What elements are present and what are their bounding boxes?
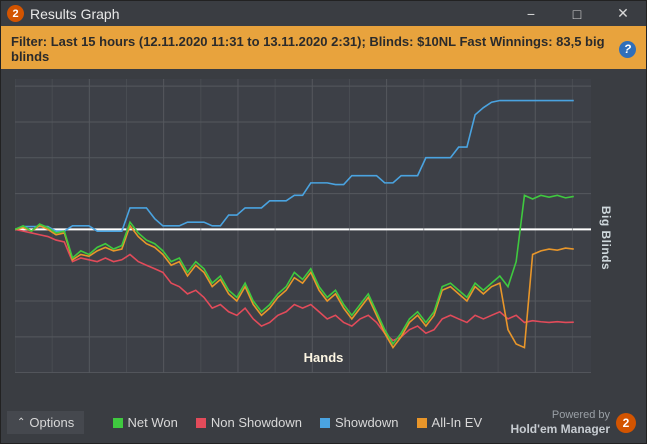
title-bar-left: 2 Results Graph — [7, 5, 119, 22]
powered-by: Powered by Hold'em Manager 2 — [510, 409, 636, 437]
window-title: Results Graph — [30, 6, 119, 22]
legend-swatch-icon — [113, 418, 123, 428]
x-axis-title: Hands — [304, 350, 344, 365]
legend-swatch-icon — [320, 418, 330, 428]
hm-badge-icon: 2 — [616, 413, 636, 433]
plot-area: 2004006008001 0001.2 2001.4 400-400-300-… — [15, 79, 591, 373]
options-button[interactable]: ⌃ Options — [7, 411, 84, 434]
line-net-won — [15, 195, 574, 344]
maximize-button[interactable]: □ — [554, 1, 600, 26]
legend-label: Net Won — [128, 415, 178, 430]
filter-bar: Filter: Last 15 hours (12.11.2020 11:31 … — [1, 29, 646, 69]
line-all-in-ev — [15, 226, 574, 348]
legend-label: Non Showdown — [211, 415, 302, 430]
y-axis-title: Big Blinds — [599, 206, 613, 270]
line-showdown — [15, 101, 574, 232]
options-label: Options — [29, 415, 74, 430]
close-button[interactable]: ✕ — [600, 1, 646, 26]
app-icon: 2 — [7, 5, 24, 22]
results-graph-window: 2 Results Graph − □ ✕ Filter: Last 15 ho… — [0, 0, 647, 444]
legend-swatch-icon — [417, 418, 427, 428]
legend-item-all-in-ev[interactable]: All-In EV — [417, 415, 483, 430]
legend-label: All-In EV — [432, 415, 483, 430]
footer-row: ⌃ Options Net Won Non Showdown Showdown All… — [1, 407, 646, 443]
title-bar: 2 Results Graph − □ ✕ — [1, 1, 646, 29]
help-icon[interactable]: ? — [619, 41, 636, 58]
legend-label: Showdown — [335, 415, 399, 430]
legend-item-net-won[interactable]: Net Won — [113, 415, 178, 430]
window-controls: − □ ✕ — [508, 1, 646, 26]
legend-item-showdown[interactable]: Showdown — [320, 415, 399, 430]
chart-svg: 2004006008001 0001.2 2001.4 400-400-300-… — [15, 79, 591, 373]
options-chevron-icon: ⌃ — [17, 417, 25, 428]
filter-text: Filter: Last 15 hours (12.11.2020 11:31 … — [11, 34, 619, 64]
chart-legend: Net Won Non Showdown Showdown All-In EV — [84, 415, 510, 430]
legend-swatch-icon — [196, 418, 206, 428]
minimize-button[interactable]: − — [508, 1, 554, 26]
powered-by-text: Powered by Hold'em Manager — [510, 409, 610, 437]
chart-container: Big Blinds 2004006008001 0001.2 2001.4 4… — [1, 69, 646, 407]
legend-item-non-showdown[interactable]: Non Showdown — [196, 415, 302, 430]
